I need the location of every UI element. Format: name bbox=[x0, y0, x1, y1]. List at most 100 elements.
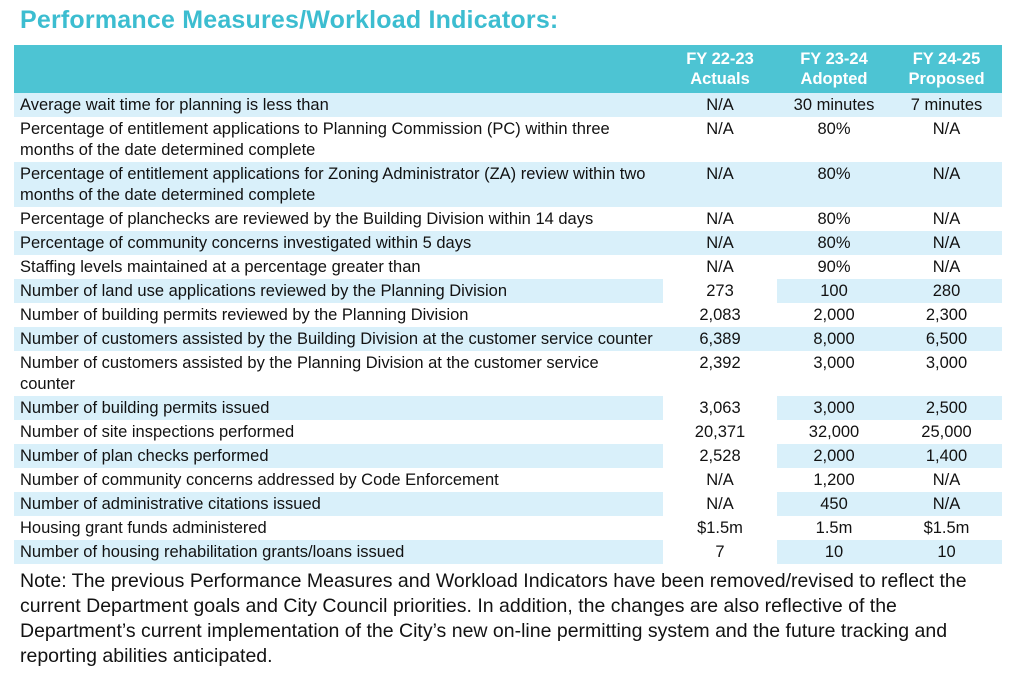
cell-fy24-25-proposed: 6,500 bbox=[891, 327, 1002, 351]
table-row: Number of site inspections performed 20,3… bbox=[14, 420, 1002, 444]
cell-fy24-25-proposed: N/A bbox=[891, 231, 1002, 255]
cell-fy23-24-adopted: 80% bbox=[777, 117, 891, 162]
table-row: Percentage of entitlement applications t… bbox=[14, 117, 1002, 162]
cell-fy24-25-proposed: N/A bbox=[891, 492, 1002, 516]
cell-fy24-25-proposed: 10 bbox=[891, 540, 1002, 564]
cell-fy23-24-adopted: 3,000 bbox=[777, 396, 891, 420]
table-row: Housing grant funds administered $1.5m 1.5… bbox=[14, 516, 1002, 540]
document-page: Performance Measures/Workload Indicators… bbox=[14, 6, 1002, 667]
table-row: Number of building permits reviewed by t… bbox=[14, 303, 1002, 327]
table-row: Number of land use applications reviewed… bbox=[14, 279, 1002, 303]
cell-fy24-25-proposed: N/A bbox=[891, 255, 1002, 279]
row-label: Percentage of entitlement applications t… bbox=[14, 117, 663, 162]
row-label: Staffing levels maintained at a percenta… bbox=[14, 255, 663, 279]
table-row: Staffing levels maintained at a percenta… bbox=[14, 255, 1002, 279]
cell-fy22-23-actuals: 2,083 bbox=[663, 303, 777, 327]
row-label: Percentage of entitlement applications f… bbox=[14, 162, 663, 207]
table-row: Percentage of planchecks are reviewed by… bbox=[14, 207, 1002, 231]
column-header-line2: Proposed bbox=[908, 70, 985, 88]
cell-fy22-23-actuals: N/A bbox=[663, 468, 777, 492]
cell-fy24-25-proposed: 2,500 bbox=[891, 396, 1002, 420]
cell-fy22-23-actuals: N/A bbox=[663, 207, 777, 231]
table-row: Number of building permits issued 3,063 3,… bbox=[14, 396, 1002, 420]
table-row: Number of community concerns addressed b… bbox=[14, 468, 1002, 492]
column-header-fy24-25-proposed: FY 24-25 Proposed bbox=[891, 45, 1002, 93]
table-row: Number of customers assisted by the Plan… bbox=[14, 351, 1002, 396]
cell-fy23-24-adopted: 2,000 bbox=[777, 303, 891, 327]
table-header-row: FY 22-23 Actuals FY 23-24 Adopted FY 24-… bbox=[14, 45, 1002, 93]
performance-measures-table: FY 22-23 Actuals FY 23-24 Adopted FY 24-… bbox=[14, 45, 1002, 564]
cell-fy24-25-proposed: 25,000 bbox=[891, 420, 1002, 444]
cell-fy24-25-proposed: N/A bbox=[891, 207, 1002, 231]
table-row: Average wait time for planning is less t… bbox=[14, 93, 1002, 117]
cell-fy23-24-adopted: 3,000 bbox=[777, 351, 891, 396]
column-header-fy23-24-adopted: FY 23-24 Adopted bbox=[777, 45, 891, 93]
cell-fy22-23-actuals: 3,063 bbox=[663, 396, 777, 420]
cell-fy24-25-proposed: 2,300 bbox=[891, 303, 1002, 327]
cell-fy22-23-actuals: N/A bbox=[663, 492, 777, 516]
cell-fy23-24-adopted: 10 bbox=[777, 540, 891, 564]
row-label: Number of site inspections performed bbox=[14, 420, 663, 444]
cell-fy22-23-actuals: N/A bbox=[663, 93, 777, 117]
cell-fy23-24-adopted: 1.5m bbox=[777, 516, 891, 540]
column-header-measure bbox=[14, 45, 663, 93]
cell-fy22-23-actuals: 273 bbox=[663, 279, 777, 303]
column-header-line2: Adopted bbox=[800, 70, 868, 88]
table-row: Number of administrative citations issue… bbox=[14, 492, 1002, 516]
cell-fy22-23-actuals: N/A bbox=[663, 255, 777, 279]
cell-fy22-23-actuals: N/A bbox=[663, 117, 777, 162]
cell-fy24-25-proposed: $1.5m bbox=[891, 516, 1002, 540]
row-label: Number of administrative citations issue… bbox=[14, 492, 663, 516]
cell-fy24-25-proposed: 7 minutes bbox=[891, 93, 1002, 117]
row-label: Number of building permits reviewed by t… bbox=[14, 303, 663, 327]
cell-fy22-23-actuals: 7 bbox=[663, 540, 777, 564]
table-row: Percentage of community concerns investi… bbox=[14, 231, 1002, 255]
cell-fy23-24-adopted: 8,000 bbox=[777, 327, 891, 351]
row-label: Number of housing rehabilitation grants/… bbox=[14, 540, 663, 564]
table-row: Number of housing rehabilitation grants/… bbox=[14, 540, 1002, 564]
cell-fy23-24-adopted: 90% bbox=[777, 255, 891, 279]
cell-fy24-25-proposed: N/A bbox=[891, 162, 1002, 207]
cell-fy22-23-actuals: N/A bbox=[663, 231, 777, 255]
row-label: Average wait time for planning is less t… bbox=[14, 93, 663, 117]
row-label: Number of customers assisted by the Plan… bbox=[14, 351, 663, 396]
cell-fy23-24-adopted: 80% bbox=[777, 231, 891, 255]
cell-fy24-25-proposed: 280 bbox=[891, 279, 1002, 303]
cell-fy24-25-proposed: N/A bbox=[891, 468, 1002, 492]
column-header-line1: FY 24-25 bbox=[912, 50, 981, 68]
cell-fy22-23-actuals: 2,392 bbox=[663, 351, 777, 396]
column-header-fy22-23-actuals: FY 22-23 Actuals bbox=[663, 45, 777, 93]
page-title: Performance Measures/Workload Indicators… bbox=[20, 6, 559, 34]
table-row: Percentage of entitlement applications f… bbox=[14, 162, 1002, 207]
footnote-text: Note: The previous Performance Measures … bbox=[20, 570, 967, 667]
cell-fy23-24-adopted: 450 bbox=[777, 492, 891, 516]
cell-fy22-23-actuals: N/A bbox=[663, 162, 777, 207]
table-body: Average wait time for planning is less t… bbox=[14, 93, 1002, 564]
column-header-line1: FY 22-23 bbox=[686, 50, 754, 68]
row-label: Housing grant funds administered bbox=[14, 516, 663, 540]
row-label: Number of plan checks performed bbox=[14, 444, 663, 468]
table-row: Number of plan checks performed 2,528 2,00… bbox=[14, 444, 1002, 468]
row-label: Number of land use applications reviewed… bbox=[14, 279, 663, 303]
cell-fy24-25-proposed: N/A bbox=[891, 117, 1002, 162]
row-label: Percentage of community concerns investi… bbox=[14, 231, 663, 255]
cell-fy24-25-proposed: 1,400 bbox=[891, 444, 1002, 468]
cell-fy24-25-proposed: 3,000 bbox=[891, 351, 1002, 396]
column-header-line1: FY 23-24 bbox=[800, 50, 868, 68]
table-row: Number of customers assisted by the Buil… bbox=[14, 327, 1002, 351]
cell-fy23-24-adopted: 80% bbox=[777, 207, 891, 231]
cell-fy23-24-adopted: 100 bbox=[777, 279, 891, 303]
row-label: Number of community concerns addressed b… bbox=[14, 468, 663, 492]
row-label: Number of building permits issued bbox=[14, 396, 663, 420]
row-label: Percentage of planchecks are reviewed by… bbox=[14, 207, 663, 231]
cell-fy23-24-adopted: 80% bbox=[777, 162, 891, 207]
cell-fy22-23-actuals: $1.5m bbox=[663, 516, 777, 540]
cell-fy23-24-adopted: 1,200 bbox=[777, 468, 891, 492]
row-label: Number of customers assisted by the Buil… bbox=[14, 327, 663, 351]
cell-fy23-24-adopted: 30 minutes bbox=[777, 93, 891, 117]
cell-fy23-24-adopted: 2,000 bbox=[777, 444, 891, 468]
cell-fy22-23-actuals: 6,389 bbox=[663, 327, 777, 351]
column-header-line2: Actuals bbox=[690, 70, 750, 88]
cell-fy22-23-actuals: 20,371 bbox=[663, 420, 777, 444]
cell-fy23-24-adopted: 32,000 bbox=[777, 420, 891, 444]
